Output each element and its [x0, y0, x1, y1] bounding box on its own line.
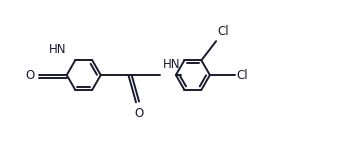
Text: O: O: [25, 69, 35, 82]
Text: HN: HN: [163, 58, 180, 71]
Text: Cl: Cl: [236, 69, 247, 82]
Text: HN: HN: [49, 43, 66, 56]
Text: O: O: [134, 107, 144, 120]
Text: Cl: Cl: [217, 25, 229, 38]
